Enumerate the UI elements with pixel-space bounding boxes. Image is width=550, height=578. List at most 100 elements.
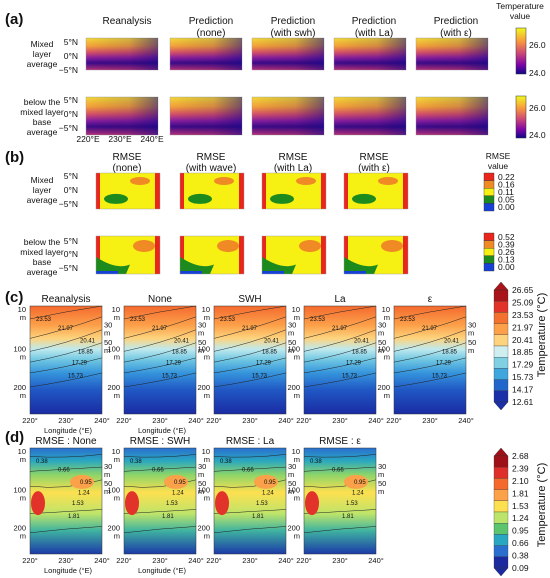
depth-tick: 200 <box>287 524 300 533</box>
svg-text:(none): (none) <box>113 163 142 174</box>
lon-tick: 220° <box>116 556 132 565</box>
depth-tick: m <box>384 391 390 400</box>
panel-a-map-1-4 <box>333 37 407 71</box>
depth-tick: m <box>294 455 300 464</box>
panel-b-cb1-tick: 0.16 <box>498 179 515 189</box>
depth-tick: 200 <box>197 524 210 533</box>
svg-text:average: average <box>27 59 58 69</box>
depth-tick: 100 <box>197 486 210 495</box>
contour-label: 21.97 <box>332 326 348 332</box>
depth-tick-right: 50 <box>104 479 112 488</box>
depth-tick: m <box>204 532 210 541</box>
svg-text:below the: below the <box>24 97 61 107</box>
svg-text:−5°N: −5°N <box>59 123 78 133</box>
depth-tick-right: m <box>468 346 474 355</box>
contour-label: 0.95 <box>80 480 92 486</box>
contour-label: 0.38 <box>130 459 142 465</box>
depth-tick: 100 <box>13 344 26 353</box>
lon-tick: 220° <box>22 416 38 425</box>
panel-b-cb2-tick: 0.00 <box>498 262 515 272</box>
panel-a-cb2-tick-1: 26.0 <box>529 103 546 113</box>
panel-c-colorbar-tick: 23.53 <box>512 310 534 320</box>
panel-a-map-2-2 <box>169 96 243 136</box>
panel-a-colorbar-title-1: Temperature <box>496 1 544 11</box>
panel-a-map-1-3 <box>251 37 325 71</box>
contour-line <box>303 466 377 472</box>
panel-c-colorbar: 26.65 25.09 23.53 21.97 20.41 18.85 17.29 15.73… <box>493 281 548 411</box>
panel-b-maps <box>95 172 409 275</box>
panel-b-cb1-tick: 0.11 <box>498 187 514 197</box>
panel-b-cb1-segment <box>483 172 495 181</box>
rmse-hotspot <box>70 474 94 489</box>
panel-b-cb1-segment <box>483 187 495 196</box>
lon-tick: 230° <box>332 416 348 425</box>
panel-a-colorbar-title-2: value <box>510 11 531 21</box>
panel-b-map-1-3 <box>261 172 327 210</box>
contour-label: 23.53 <box>36 317 52 323</box>
depth-tick: m <box>114 313 120 322</box>
lon-tick: 240° <box>94 416 110 425</box>
svg-text:−5°N: −5°N <box>59 199 78 209</box>
contour-label: 1.24 <box>172 491 184 497</box>
svg-text:below the: below the <box>24 237 61 247</box>
contour-label: 23.53 <box>400 317 416 323</box>
contour-line <box>393 316 467 339</box>
panel-d-colorbar-arrow-bottom <box>493 567 509 577</box>
panel-a-colorbars: Temperature value 26.0 24.0 26.0 24.0 <box>496 1 546 140</box>
depth-tick-right: m <box>288 329 294 338</box>
depth-tick: 100 <box>197 344 210 353</box>
depth-tick-right: m <box>288 470 294 479</box>
panel-c-colorbar-arrow-bottom <box>493 401 509 411</box>
rmse-hotspot <box>305 491 319 516</box>
depth-tick: m <box>114 494 120 503</box>
contour-label: 23.53 <box>220 317 236 323</box>
contour-label: 0.66 <box>58 467 70 473</box>
svg-text:layer: layer <box>33 49 52 59</box>
depth-tick-right: 50 <box>288 338 296 347</box>
svg-text:230°E: 230°E <box>108 134 132 144</box>
panel-b-label: (b) <box>5 149 24 166</box>
contour-line <box>303 357 377 374</box>
panel-b-map-2-2 <box>179 235 245 275</box>
depth-tick-right: m <box>378 329 384 338</box>
lon-tick: 220° <box>386 416 402 425</box>
lon-tick: 240° <box>188 556 204 565</box>
depth-tick: m <box>294 494 300 503</box>
contour-line <box>29 357 103 374</box>
lon-tick: 230° <box>152 556 168 565</box>
panel-a-header-5-line1: Prediction <box>434 16 478 27</box>
contour-line <box>123 526 197 534</box>
svg-text:Mixed: Mixed <box>31 39 54 49</box>
contour-line <box>213 357 287 374</box>
depth-tick: 100 <box>13 486 26 495</box>
panel-d-section-title: RMSE : SWH <box>130 436 191 447</box>
panel-a-header-2-line2: (none) <box>197 28 226 39</box>
contour-line <box>213 479 287 488</box>
panel-b-colorbars: RMSE value 0.220.160.110.050.00 0.520.39… <box>483 151 515 272</box>
contour-label: 1.24 <box>262 491 274 497</box>
panel-c-section-title: SWH <box>238 294 261 305</box>
panel-a-colorbar-1 <box>515 27 527 75</box>
panel-a-map-1-1 <box>85 37 159 71</box>
contour-line <box>393 329 467 352</box>
depth-tick: 200 <box>107 383 120 392</box>
panel-b-map-2-3 <box>261 235 327 275</box>
panel-d-colorbar-segment <box>493 467 509 479</box>
depth-tick-right: 30 <box>288 462 296 471</box>
panel-d-colorbar-tick: 0.09 <box>512 563 529 573</box>
contour-line <box>303 372 377 388</box>
panel-a-map-2-5 <box>415 96 489 136</box>
panel-a-header-3-line2: (with swh) <box>270 28 315 39</box>
contour-label: 0.66 <box>332 467 344 473</box>
contour-label: 0.95 <box>354 480 366 486</box>
x-axis-label: Longitude (°E) <box>44 566 93 575</box>
contour-label: 1.81 <box>68 514 80 520</box>
panel-a-header-4-line1: Prediction <box>352 16 396 27</box>
panel-c-colorbar-tick: 26.65 <box>512 285 534 295</box>
svg-text:average: average <box>27 127 58 137</box>
depth-tick-right: 50 <box>104 338 112 347</box>
lon-tick: 230° <box>58 556 74 565</box>
panel-c-colorbar-tick: 14.17 <box>512 385 534 395</box>
depth-tick-right: m <box>378 487 384 496</box>
contour-line <box>393 357 467 374</box>
